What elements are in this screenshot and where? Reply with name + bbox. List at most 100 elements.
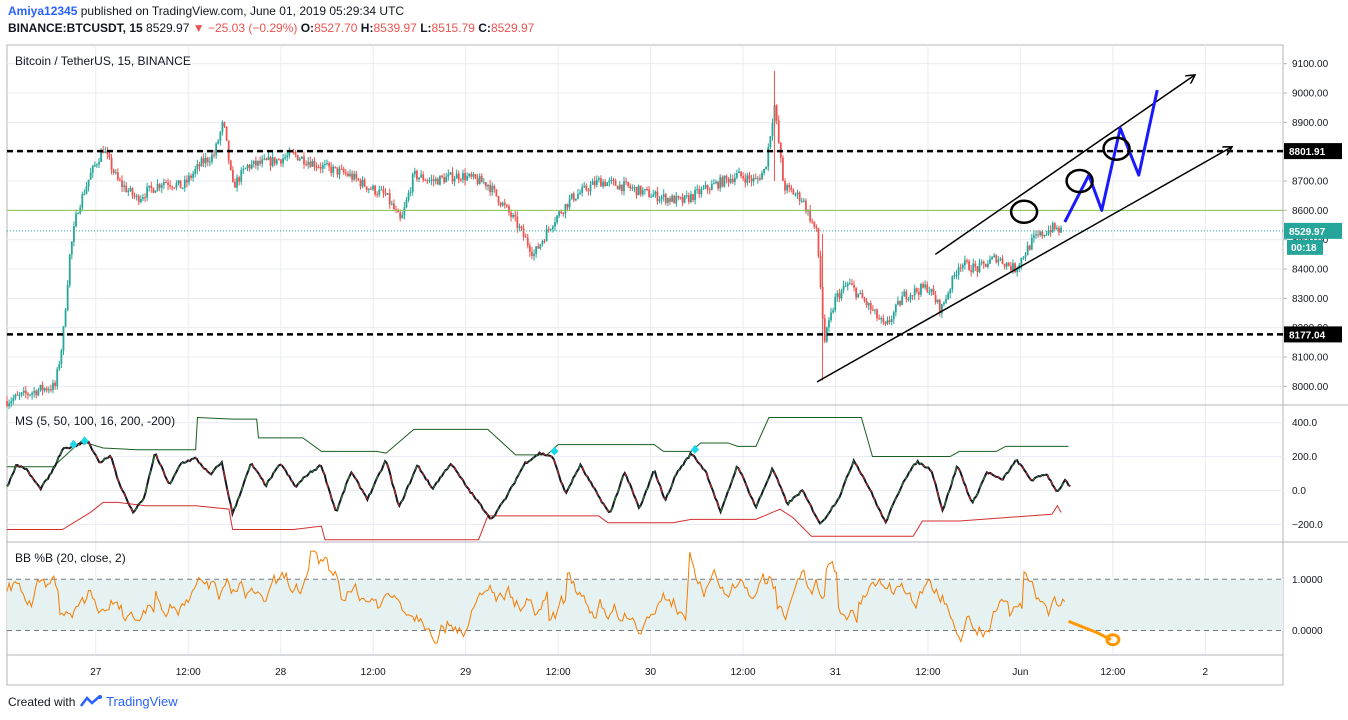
tradingview-brand[interactable]: TradingView [106,694,178,709]
candle-body [87,179,90,187]
candle-body [300,156,303,159]
candle-body [43,388,46,391]
candle-body [512,215,515,217]
candle-body [970,270,973,273]
author-link[interactable]: Amiya12345 [8,4,78,18]
ms-segment [216,465,219,468]
candle-body [240,170,243,182]
candle-body [146,187,149,198]
ms-segment [801,490,805,494]
ms-segment [365,495,368,500]
candle-body [457,173,460,180]
high-label: H: [360,21,374,35]
candle-body [248,165,251,169]
ms-segment [574,471,578,476]
candle-body [1001,258,1004,264]
ms-segment [933,478,936,484]
low-label: L: [420,21,432,35]
ms-segment [283,467,287,471]
candle-body [436,178,439,185]
ms-segment [510,484,514,488]
candle-body [179,180,182,189]
ms-segment [674,474,677,478]
candle-body [190,175,192,178]
candle-body [805,200,807,212]
ms-segment [368,492,372,496]
candle-body [736,173,738,178]
candle-body [275,159,278,164]
ms-segment [634,497,638,503]
candle-body [719,177,722,189]
ms-segment [819,521,823,524]
ms-segment [525,461,528,464]
candle-body [650,196,653,198]
y-tick-label: 0.0 [1292,486,1306,497]
created-with-text: Created with [8,695,76,709]
candle-body [1035,234,1037,236]
candle-body [782,157,784,181]
candle-body [367,188,370,190]
candle-body [311,161,314,167]
ms-segment [485,512,489,516]
candle-body [595,179,598,186]
ms-segment [532,456,535,459]
candle-body [280,159,282,164]
candle-body [382,189,385,194]
ms-segment [965,485,968,493]
candle-body [265,158,268,161]
candle-body [625,181,627,183]
candle-body [277,159,280,161]
ms-segment [382,460,386,466]
candle-body [545,229,548,242]
candle-body [723,175,726,187]
candle-body [744,178,747,183]
ms-segment [414,465,418,471]
candle-body [85,186,88,194]
ms-segment [233,505,237,510]
candle-body [1022,257,1025,259]
ms-segment [361,489,365,494]
candle-body [349,173,351,176]
ms-segment [517,471,521,476]
candle-body [359,180,362,187]
ms-segment [397,501,400,506]
ms-segment [975,492,979,497]
candle-body [846,283,849,286]
candle-body [169,185,172,187]
x-tick-label: 12:00 [361,667,386,678]
candle-body [968,261,970,271]
ms-segment [539,452,542,455]
high-value: 8539.97 [373,21,417,35]
candle-body [254,160,257,166]
candle-body [761,173,763,180]
candle-body [45,388,48,391]
candle-body [903,291,906,297]
ms-segment [130,508,134,513]
candle-body [10,401,13,404]
candle-body [284,157,287,159]
drawn-wave [1063,89,1159,223]
candle-body [518,226,521,228]
ms-segment [475,498,478,501]
ms-segment [521,465,525,470]
ms-segment [269,477,272,480]
candle-body [943,302,945,305]
ms-segment [560,481,564,486]
chart-area[interactable]: 27 12:00 28 12:00 29 12:00 30 12:00 31 12:00 Jun 12… [0,40,1348,690]
symbol-label: BINANCE:BTCUSDT, 15 [8,21,143,35]
ms-segment [1064,479,1068,483]
candle-body [648,189,650,198]
ms-segment [958,468,961,472]
candle-body [825,327,828,342]
candle-body [468,173,471,177]
candle-body [462,173,464,180]
candle-body [35,390,38,396]
ms-segment [794,494,798,497]
candle-body [597,178,600,180]
candle-body [292,152,295,154]
candle-body [660,197,663,200]
candle-body [493,185,496,190]
candle-body [721,177,724,187]
ms-segment [35,481,38,485]
candle-body [618,184,621,190]
